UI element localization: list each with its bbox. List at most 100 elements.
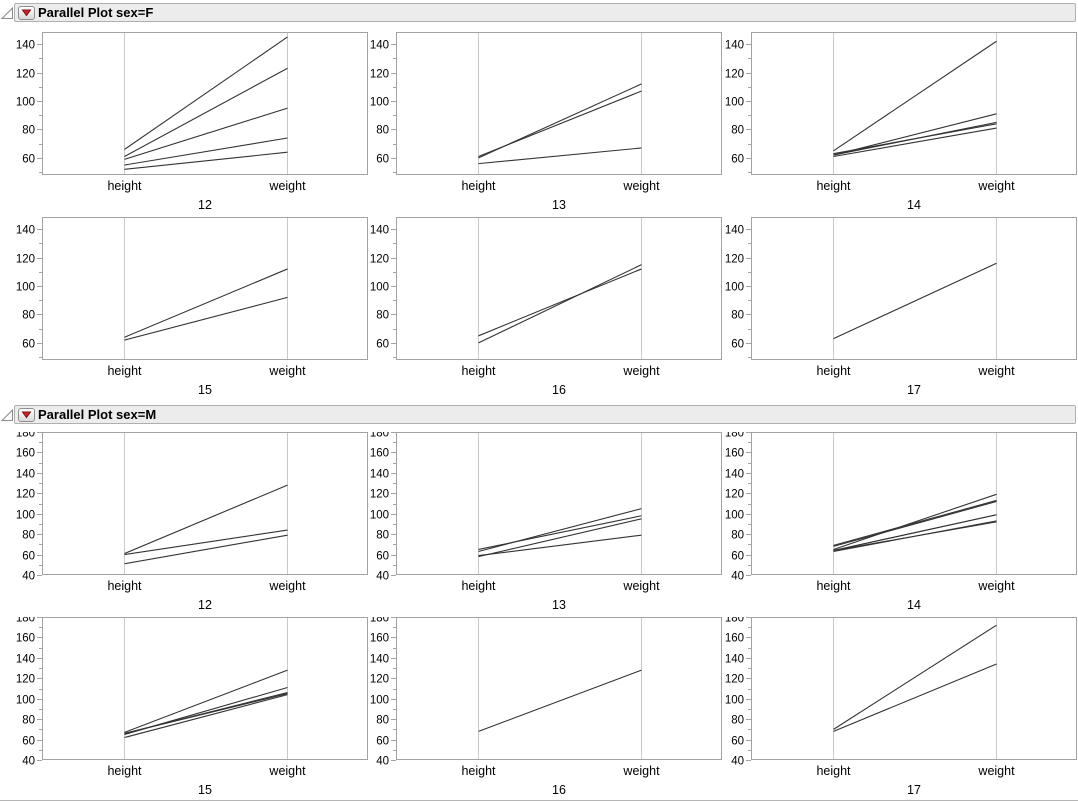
data-line[interactable] xyxy=(124,107,288,160)
y-tick-label: 160 xyxy=(16,448,35,460)
parallel-plot-panel-M-15: 40 60 80 100 120 140 160 180 height weight 15 xyxy=(16,617,368,796)
y-tick-label: 180 xyxy=(16,432,35,440)
panel-group-label: 14 xyxy=(907,198,921,211)
panel-grid-m: 40 60 80 100 120 140 160 180 height weight 12 40 60 8… xyxy=(0,432,1078,796)
red-triangle-menu-button[interactable] xyxy=(18,5,35,20)
data-line[interactable] xyxy=(124,529,288,556)
data-line[interactable] xyxy=(124,692,288,734)
data-line[interactable] xyxy=(124,137,288,166)
data-line[interactable] xyxy=(124,36,288,150)
y-tick-label: 140 xyxy=(370,225,389,237)
panel-group-label: 13 xyxy=(552,198,566,211)
y-tick-label: 140 xyxy=(16,225,35,237)
plot-frame xyxy=(751,432,1077,575)
x-axis-label-height: height xyxy=(107,764,142,778)
plot-frame xyxy=(396,32,722,175)
data-line[interactable] xyxy=(478,90,642,158)
parallel-plot-panel-M-17: 40 60 80 100 120 140 160 180 height weight 17 xyxy=(725,617,1077,796)
y-tick-label: 60 xyxy=(376,154,389,166)
data-line[interactable] xyxy=(833,127,997,158)
y-tick-label: 160 xyxy=(370,448,389,460)
panel-group-label: 13 xyxy=(552,598,566,611)
red-triangle-icon xyxy=(21,411,32,418)
plot-frame xyxy=(42,432,368,575)
y-tick-label: 100 xyxy=(725,97,744,109)
disclosure-triangle-icon[interactable] xyxy=(0,405,14,424)
panel-row: 40 60 80 100 120 140 160 180 height weight 15 40 60 8… xyxy=(0,617,1078,796)
data-line[interactable] xyxy=(833,500,997,547)
data-line[interactable] xyxy=(833,521,997,552)
x-axis-label-height: height xyxy=(461,179,496,193)
data-line[interactable] xyxy=(833,40,997,152)
y-tick-label: 140 xyxy=(370,40,389,52)
y-tick-label: 140 xyxy=(370,654,389,666)
plot-frame xyxy=(751,32,1077,175)
y-tick-label: 120 xyxy=(16,254,35,266)
y-tick-label: 120 xyxy=(725,69,744,81)
data-line[interactable] xyxy=(124,268,288,338)
y-tick-label: 100 xyxy=(725,695,744,707)
parallel-plot-panel-M-12: 40 60 80 100 120 140 160 180 height weight 12 xyxy=(16,432,368,611)
data-line[interactable] xyxy=(833,663,997,732)
data-line[interactable] xyxy=(124,67,288,157)
data-line[interactable] xyxy=(124,484,288,555)
y-tick-label: 80 xyxy=(22,310,35,322)
data-line[interactable] xyxy=(478,508,642,553)
y-tick-label: 100 xyxy=(16,695,35,707)
panel-row: 40 60 80 100 120 140 160 180 height weight 12 40 60 8… xyxy=(0,432,1078,611)
data-line[interactable] xyxy=(124,694,288,739)
x-axis-label-height: height xyxy=(107,179,142,193)
data-line[interactable] xyxy=(478,534,642,557)
data-line[interactable] xyxy=(478,147,642,165)
data-line[interactable] xyxy=(478,518,642,558)
x-axis-label-weight: weight xyxy=(977,579,1015,593)
plot-frame xyxy=(396,432,722,575)
y-tick-label: 100 xyxy=(16,97,35,109)
y-tick-label: 100 xyxy=(16,510,35,522)
x-axis-label-height: height xyxy=(107,364,142,378)
y-tick-label: 120 xyxy=(16,489,35,501)
x-axis-label-height: height xyxy=(816,179,851,193)
data-line[interactable] xyxy=(833,493,997,550)
data-line[interactable] xyxy=(124,151,288,170)
data-line[interactable] xyxy=(124,669,288,733)
y-tick-label: 100 xyxy=(370,695,389,707)
data-line[interactable] xyxy=(833,514,997,552)
data-line[interactable] xyxy=(124,296,288,341)
panel-group-label: 17 xyxy=(907,383,921,396)
x-axis-label-height: height xyxy=(816,579,851,593)
data-line[interactable] xyxy=(124,534,288,565)
y-tick-label: 160 xyxy=(725,448,744,460)
disclosure-triangle-icon[interactable] xyxy=(0,3,14,22)
section-title-sex-f: Parallel Plot sex=F xyxy=(38,5,154,20)
parallel-plot-panel-F-14: 60 80 100 120 140 height weight 14 xyxy=(725,32,1077,211)
outline-title-band: Parallel Plot sex=M xyxy=(14,405,1076,424)
y-tick-label: 160 xyxy=(16,633,35,645)
panel-grid-f: 60 80 100 120 140 height weight 12 60 80 100 120 140… xyxy=(0,32,1078,396)
y-tick-label: 60 xyxy=(731,154,744,166)
data-line[interactable] xyxy=(833,499,997,546)
red-triangle-menu-button[interactable] xyxy=(18,407,35,422)
parallel-plot-panel-F-15: 60 80 100 120 140 height weight 15 xyxy=(16,217,368,396)
parallel-plot-panel-F-17: 60 80 100 120 140 height weight 17 xyxy=(725,217,1077,396)
y-tick-label: 160 xyxy=(370,633,389,645)
y-tick-label: 140 xyxy=(16,654,35,666)
y-tick-label: 140 xyxy=(16,40,35,52)
data-line[interactable] xyxy=(833,262,997,340)
panel-group-label: 12 xyxy=(198,198,212,211)
y-tick-label: 100 xyxy=(725,282,744,294)
y-tick-label: 80 xyxy=(22,715,35,727)
panel-row: 60 80 100 120 140 height weight 15 60 80 100 120 140… xyxy=(0,217,1078,396)
data-line[interactable] xyxy=(833,121,997,156)
data-line[interactable] xyxy=(478,268,642,337)
plot-frame xyxy=(396,617,722,760)
x-axis-label-height: height xyxy=(816,764,851,778)
panel-group-label: 12 xyxy=(198,598,212,611)
data-line[interactable] xyxy=(833,624,997,730)
x-axis-label-weight: weight xyxy=(977,764,1015,778)
y-tick-label: 80 xyxy=(731,310,744,322)
y-tick-label: 160 xyxy=(725,633,744,645)
y-tick-label: 40 xyxy=(376,756,389,768)
data-line[interactable] xyxy=(478,264,642,344)
data-line[interactable] xyxy=(478,669,642,732)
